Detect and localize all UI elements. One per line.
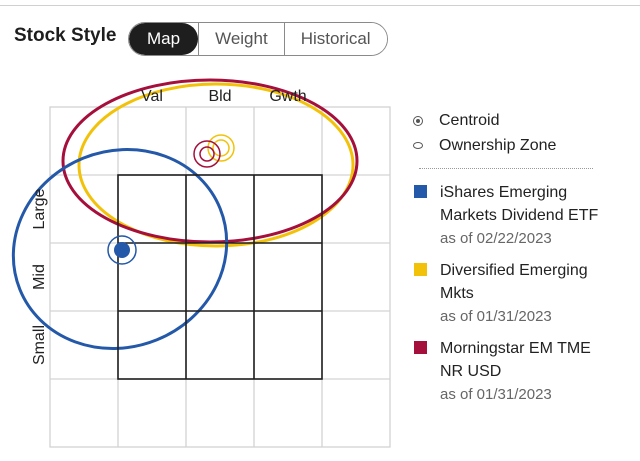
ownership-zone-index [61,78,359,244]
category-color-swatch [414,263,427,276]
tab-weight[interactable]: Weight [198,23,284,55]
ownership-zone-icon [413,142,423,149]
legend-series-index: Morningstar EM TME NR USD as of 01/31/20… [413,337,613,406]
legend-centroid-label: Centroid [439,111,500,129]
section-title: Stock Style [14,25,117,46]
view-tab-group: Map Weight Historical [128,22,388,56]
row-label-large: Large [31,188,48,229]
legend-zone: Ownership Zone [413,133,613,158]
column-label-blend: Bld [208,88,231,105]
fund-color-swatch [414,185,427,198]
top-divider [0,5,640,6]
row-label-mid: Mid [31,264,48,290]
legend-series-category: Diversified Emerging Mkts as of 01/31/20… [413,259,613,328]
centroid-fund [107,235,137,265]
tab-historical[interactable]: Historical [283,23,387,55]
series-date: as of 02/22/2023 [440,230,552,247]
series-name: Morningstar EM TME NR USD [440,340,591,380]
legend-series-fund: iShares Emerging Markets Dividend ETF as… [413,181,613,250]
legend-centroid: Centroid [413,108,613,133]
series-date: as of 01/31/2023 [440,386,552,403]
ownership-zone-category [77,82,355,248]
tab-map[interactable]: Map [129,23,199,55]
legend-divider [419,168,593,169]
legend: Centroid Ownership Zone iShares Emerging… [413,108,613,415]
ownership-zone-fund [11,148,229,350]
series-name: Diversified Emerging Mkts [440,262,588,302]
index-color-swatch [414,341,427,354]
legend-zone-label: Ownership Zone [439,136,557,154]
centroid-icon [413,115,423,126]
series-name: iShares Emerging Markets Dividend ETF [440,184,599,224]
column-label-value: Val [141,88,163,105]
column-label-growth: Gwth [269,88,306,105]
centroid-category [207,134,235,162]
row-label-small: Small [31,325,48,365]
centroid-index [193,140,221,168]
series-date: as of 01/31/2023 [440,308,552,325]
style-box-grid [117,174,323,380]
